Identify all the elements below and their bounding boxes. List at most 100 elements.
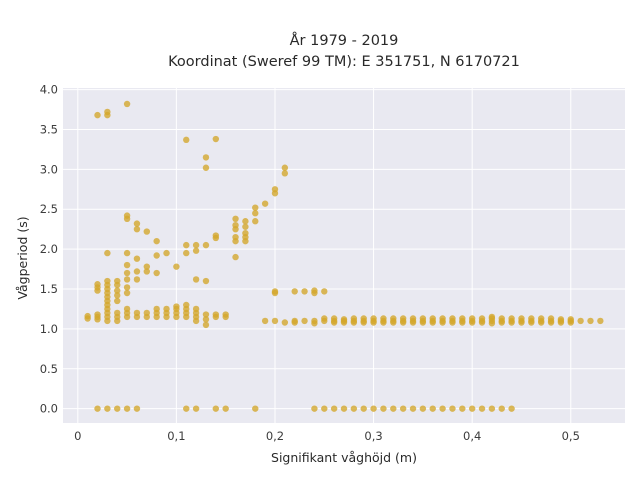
data-point [173, 303, 180, 310]
data-point [301, 288, 308, 295]
data-point [390, 405, 397, 412]
data-point [143, 263, 151, 270]
data-point [192, 276, 200, 283]
x-tick-label: 0,2 [266, 429, 284, 443]
data-point [94, 111, 101, 119]
data-point [587, 317, 594, 325]
data-point [114, 287, 121, 294]
data-point [321, 405, 328, 412]
data-point [261, 317, 269, 325]
x-axis-label: Signifikant våghöjd (m) [271, 450, 417, 465]
data-point [183, 301, 190, 309]
data-point [478, 315, 486, 322]
data-point [459, 405, 466, 412]
data-point [133, 255, 141, 262]
data-point [399, 405, 407, 412]
data-point [439, 315, 446, 322]
data-point [133, 220, 141, 227]
data-point [123, 212, 131, 219]
data-point [252, 204, 259, 211]
data-point [301, 317, 308, 325]
data-point [330, 315, 338, 322]
data-point [281, 170, 289, 177]
data-point [291, 319, 298, 326]
grid-lines [63, 88, 625, 423]
data-point [350, 405, 358, 412]
data-point [163, 305, 170, 313]
chart-subtitle: Koordinat (Sweref 99 TM): E 351751, N 61… [168, 54, 520, 70]
data-point [252, 210, 259, 217]
data-point [370, 405, 377, 412]
data-point [419, 315, 427, 322]
data-point [449, 405, 456, 412]
y-axis-ticks: 0.0 0.5 1.0 1.5 2.0 2.5 3.0 3.5 4.0 [40, 83, 58, 416]
data-point [114, 297, 121, 305]
data-point [202, 154, 210, 161]
data-point [153, 252, 160, 259]
data-point [311, 287, 318, 294]
data-point [143, 309, 151, 317]
data-point [104, 108, 111, 116]
data-point [114, 292, 121, 299]
data-point [468, 315, 476, 322]
data-point [123, 289, 131, 297]
data-point [271, 186, 279, 193]
data-point [123, 305, 131, 313]
data-point [133, 268, 141, 275]
data-point [547, 315, 555, 322]
data-point [153, 305, 160, 313]
data-point [212, 232, 220, 239]
data-point [281, 164, 289, 171]
data-point [94, 281, 101, 288]
data-point [380, 405, 387, 412]
data-point [133, 225, 141, 233]
data-point [242, 223, 249, 230]
data-point [518, 315, 525, 322]
data-point [557, 316, 565, 323]
data-point [271, 317, 279, 325]
data-point [291, 288, 298, 295]
data-point [123, 261, 131, 269]
data-point [232, 215, 239, 223]
data-point [123, 100, 131, 108]
data-point [508, 315, 515, 322]
data-point [192, 241, 200, 249]
data-point [468, 405, 476, 412]
data-point [498, 315, 505, 322]
data-point [202, 311, 210, 318]
data-point [114, 309, 121, 317]
data-point [94, 311, 101, 318]
chart-title: År 1979 - 2019 [290, 32, 399, 49]
data-point [123, 269, 131, 277]
data-point [104, 405, 111, 412]
data-point [242, 218, 249, 225]
data-point [311, 320, 318, 327]
x-tick-label: 0,4 [463, 429, 481, 443]
data-point [222, 405, 229, 412]
data-point [478, 405, 486, 412]
data-point [202, 241, 210, 249]
data-point [104, 277, 111, 285]
data-point [597, 317, 604, 325]
data-point [321, 288, 328, 295]
y-tick-label: 3.0 [40, 162, 58, 176]
data-point [537, 315, 545, 322]
data-point [419, 405, 427, 412]
x-tick-label: 0,1 [167, 429, 185, 443]
data-point [192, 405, 200, 412]
data-point [133, 405, 141, 412]
data-point [143, 228, 151, 235]
data-point [133, 276, 141, 283]
data-point [183, 249, 190, 257]
data-point [173, 263, 180, 270]
x-tick-label: 0 [74, 429, 81, 443]
data-point [212, 405, 220, 412]
data-point [360, 315, 367, 322]
data-point [222, 311, 229, 318]
data-point [281, 319, 289, 326]
data-point [429, 315, 436, 322]
data-point [399, 315, 407, 322]
data-point [212, 311, 220, 318]
data-point [409, 315, 417, 322]
data-point [202, 316, 210, 323]
